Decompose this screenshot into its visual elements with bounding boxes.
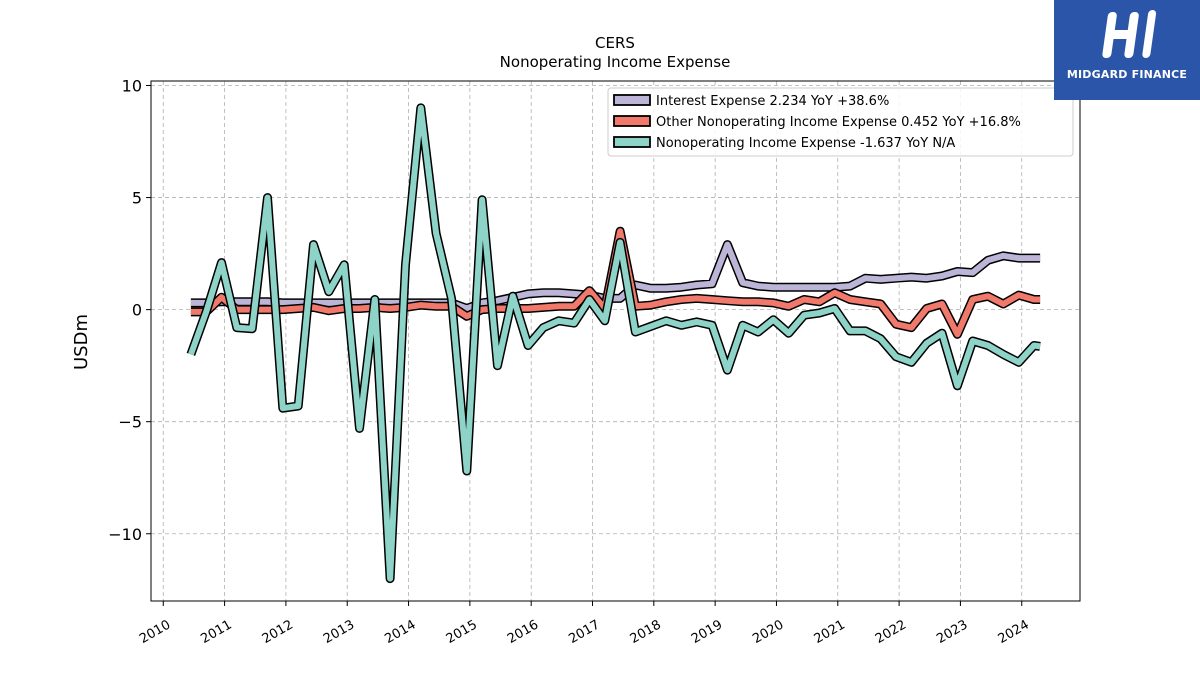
x-tick-label: 2019 [689,617,725,647]
legend-swatch [613,136,651,148]
axes-frame [150,80,1081,602]
legend-swatch [613,115,651,127]
series-layer [186,103,1041,584]
logo-text: MIDGARD FINANCE [1066,68,1188,81]
series-line [190,241,1041,312]
chart-title: CERS [595,34,635,52]
series-line [190,228,1041,338]
series-line-outline [186,103,1041,584]
x-tick-label: 2013 [321,617,357,647]
x-tick-label: 2023 [934,617,970,647]
logo-icon [1102,10,1157,58]
legend-box [607,87,1074,157]
y-tick-label: 10 [122,76,142,95]
x-tick-label: 2021 [812,617,848,647]
y-tick-label: 5 [132,189,142,208]
legend-entry: Interest Expense 2.234 YoY +38.6% [656,94,889,109]
x-tick-label: 2014 [382,617,418,647]
series-line [188,104,1041,582]
x-tick-label: 2011 [198,617,234,647]
legend: Interest Expense 2.234 YoY +38.6% Other N… [607,87,1074,157]
x-axis: 2010 2011 2012 2013 2014 2015 2016 2017 2018 2019… [137,601,1032,647]
grid-lines [151,81,1080,601]
legend-swatch [613,94,651,106]
x-tick-label: 2010 [137,617,173,647]
legend-entry: Nonoperating Income Expense -1.637 YoY N… [656,136,955,151]
y-axis-label: USDm [71,314,92,370]
chart-subtitle: Nonoperating Income Expense [500,53,731,71]
y-axis: 10 5 0 −5 −10 [108,76,151,544]
y-tick-label: −10 [108,525,142,544]
x-tick-label: 2017 [566,617,602,647]
series-nonoperating-income-expense [186,103,1041,584]
x-tick-label: 2015 [444,617,480,647]
series-interest-expense [190,240,1041,313]
x-tick-label: 2012 [260,617,296,647]
legend-entry: Other Nonoperating Income Expense 0.452 … [656,115,1021,130]
series-other-nonoperating-income-expense [190,226,1041,339]
x-tick-label: 2020 [750,617,786,647]
company-logo: MIDGARD FINANCE [1054,0,1200,100]
y-tick-label: 0 [132,301,142,320]
x-tick-label: 2018 [628,617,664,647]
x-tick-label: 2016 [505,617,541,647]
y-tick-label: −5 [118,413,142,432]
x-tick-label: 2022 [873,617,909,647]
x-tick-label: 2024 [996,617,1032,647]
